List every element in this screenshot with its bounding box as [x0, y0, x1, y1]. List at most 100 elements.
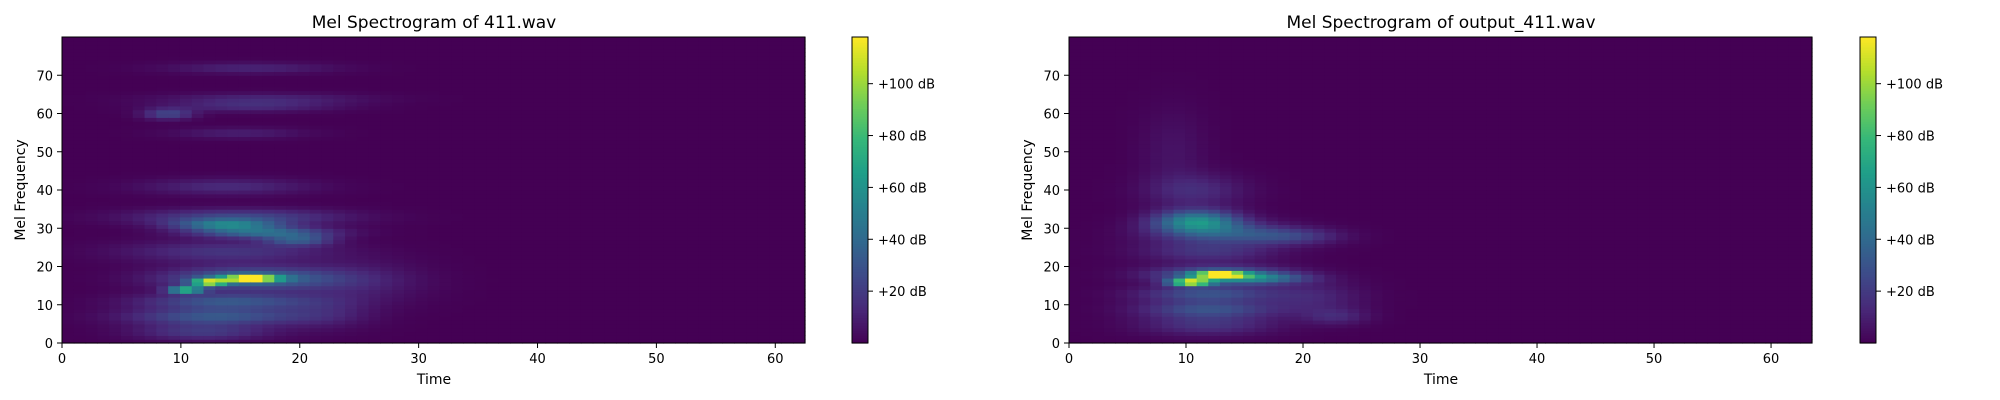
- heatmap-cell: [569, 94, 582, 99]
- heatmap-cell: [120, 59, 134, 65]
- heatmap-cell: [97, 316, 110, 321]
- heatmap-cell: [722, 312, 735, 317]
- heatmap-cell: [486, 190, 499, 195]
- heatmap-cell: [368, 105, 382, 111]
- heatmap-cell: [498, 335, 511, 340]
- heatmap-cell: [663, 243, 676, 248]
- heatmap-cell: [698, 304, 712, 310]
- heatmap-cell: [604, 304, 617, 310]
- heatmap-cell: [498, 266, 511, 271]
- heatmap-cell: [191, 132, 205, 138]
- heatmap-cell: [132, 235, 146, 241]
- heatmap-cell: [109, 140, 122, 145]
- heatmap-cell: [356, 56, 370, 61]
- heatmap-cell: [309, 255, 323, 260]
- heatmap-cell: [109, 304, 122, 310]
- heatmap-cell: [97, 67, 110, 73]
- heatmap-cell: [710, 220, 724, 226]
- heatmap-cell: [179, 113, 193, 118]
- heatmap-cell: [698, 212, 712, 218]
- heatmap-cell: [639, 117, 653, 122]
- heatmap-cell: [557, 209, 570, 214]
- heatmap-cell: [663, 121, 676, 126]
- heatmap-cell: [569, 331, 582, 336]
- heatmap-cell: [144, 132, 157, 138]
- heatmap-cell: [639, 308, 653, 313]
- heatmap-cell: [592, 289, 606, 294]
- heatmap-cell: [262, 186, 275, 191]
- heatmap-cell: [687, 167, 700, 172]
- heatmap-cell: [203, 308, 216, 313]
- heatmap-cell: [462, 281, 476, 287]
- heatmap-cell: [687, 316, 700, 321]
- heatmap-cell: [132, 117, 146, 122]
- heatmap-cell: [769, 174, 783, 180]
- heatmap-cell: [757, 155, 771, 160]
- heatmap-cell: [356, 86, 370, 92]
- heatmap-cell: [793, 289, 806, 294]
- heatmap-cell: [510, 163, 523, 168]
- heatmap-cell: [309, 105, 323, 111]
- heatmap-cell: [179, 174, 193, 180]
- heatmap-cell: [97, 151, 110, 157]
- heatmap-cell: [156, 216, 169, 222]
- heatmap-cell: [368, 52, 382, 57]
- heatmap-cell: [380, 52, 393, 57]
- heatmap-cell: [427, 144, 440, 149]
- heatmap-cell: [510, 155, 523, 160]
- heatmap-cell: [404, 159, 417, 164]
- heatmap-cell: [545, 151, 558, 157]
- heatmap-cell: [286, 190, 299, 195]
- heatmap-cell: [628, 56, 641, 61]
- heatmap-cell: [274, 105, 287, 111]
- heatmap-cell: [722, 220, 735, 226]
- heatmap-cell: [97, 44, 110, 50]
- heatmap-cell: [710, 151, 724, 157]
- heatmap-cell: [675, 136, 688, 141]
- heatmap-cell: [297, 186, 311, 191]
- heatmap-cell: [746, 163, 759, 168]
- heatmap-cell: [580, 255, 594, 260]
- heatmap-cell: [203, 90, 216, 95]
- heatmap-cell: [97, 63, 110, 69]
- heatmap-cell: [297, 52, 311, 57]
- heatmap-cell: [168, 235, 181, 241]
- heatmap-cell: [462, 266, 476, 271]
- heatmap-cell: [179, 297, 193, 302]
- heatmap-cell: [569, 44, 582, 50]
- heatmap-cell: [639, 121, 653, 126]
- heatmap-cell: [510, 243, 523, 248]
- heatmap-cell: [168, 205, 181, 210]
- heatmap-cell: [757, 163, 771, 168]
- heatmap-cell: [262, 262, 275, 268]
- heatmap-cell: [710, 75, 724, 80]
- heatmap-cell: [73, 117, 87, 122]
- heatmap-cell: [321, 102, 334, 107]
- heatmap-cell: [533, 258, 547, 264]
- heatmap-cell: [368, 56, 382, 61]
- heatmap-cell: [309, 52, 323, 57]
- heatmap-cell: [97, 209, 110, 214]
- heatmap-cell: [698, 140, 712, 145]
- heatmap-cell: [616, 251, 629, 256]
- heatmap-cell: [85, 44, 98, 50]
- heatmap-cell: [392, 224, 405, 229]
- heatmap-cell: [120, 193, 134, 199]
- heatmap-cell: [120, 105, 134, 111]
- heatmap-cell: [510, 113, 523, 118]
- heatmap-cell: [698, 170, 712, 176]
- heatmap-cell: [85, 174, 98, 180]
- heatmap-cell: [392, 121, 405, 126]
- heatmap-cell: [345, 113, 358, 118]
- heatmap-cell: [274, 266, 287, 271]
- heatmap-cell: [722, 277, 735, 283]
- heatmap-cell: [439, 212, 452, 218]
- heatmap-cell: [769, 37, 783, 42]
- heatmap-cell: [109, 159, 122, 164]
- heatmap-cell: [274, 274, 287, 279]
- heatmap-cell: [415, 151, 429, 157]
- heatmap-cell: [109, 174, 122, 180]
- heatmap-cell: [451, 205, 464, 210]
- heatmap-cell: [592, 205, 606, 210]
- heatmap-cell: [639, 163, 653, 168]
